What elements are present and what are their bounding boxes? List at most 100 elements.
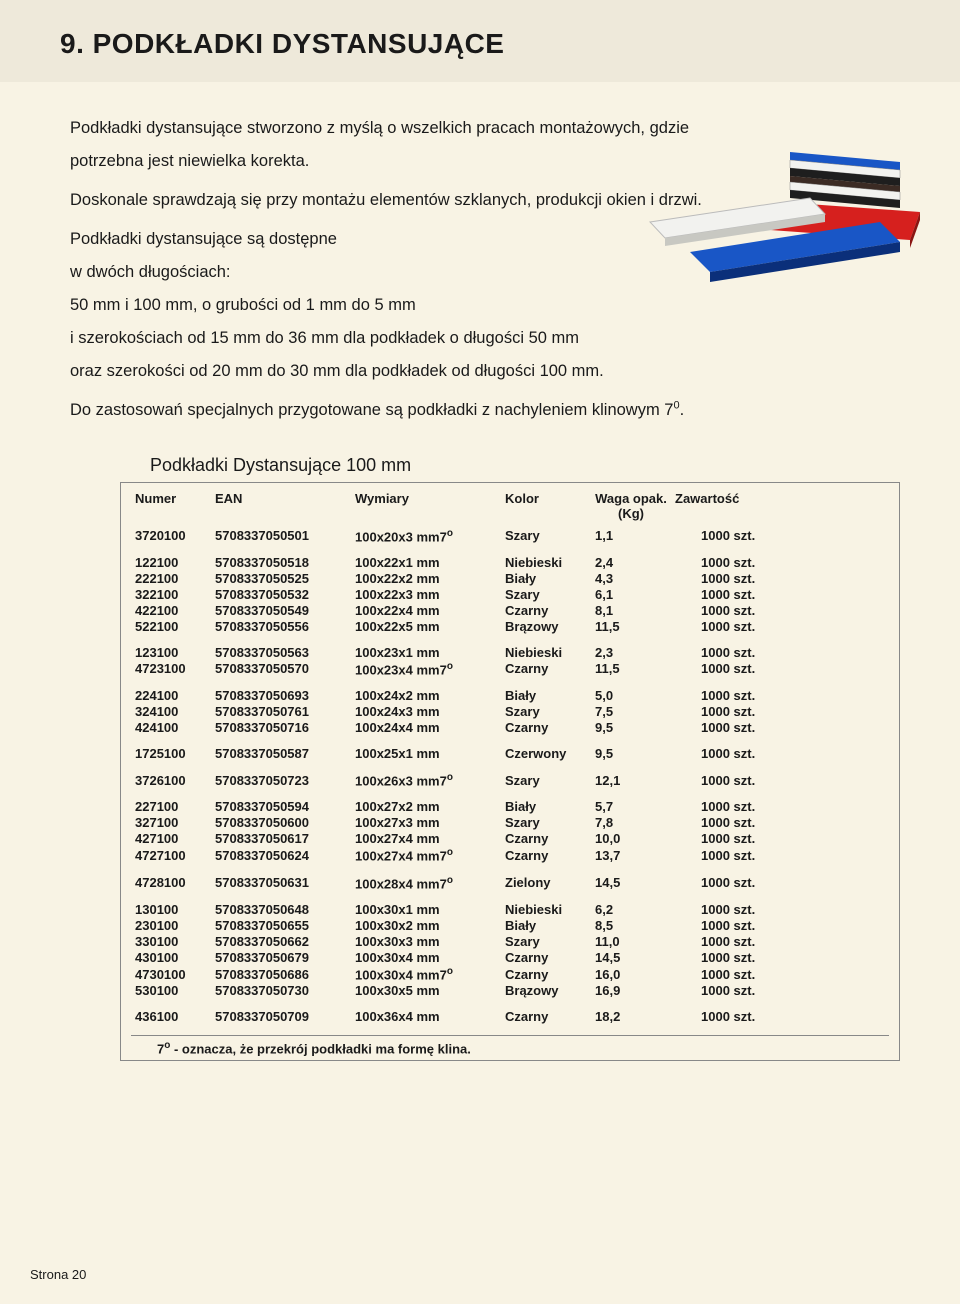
cell-numer: 430100: [131, 950, 211, 966]
cell-waga: 18,2: [591, 1009, 671, 1025]
cell-ean: 5708337050709: [211, 1009, 351, 1025]
table-row: 3241005708337050761100x24x3 mmSzary7,510…: [131, 704, 889, 720]
cell-wymiary: 100x22x4 mm: [351, 602, 501, 618]
cell-numer: 422100: [131, 602, 211, 618]
cell-zawartosc: 1000 szt.: [671, 618, 889, 634]
cell-kolor: Czerwony: [501, 746, 591, 762]
table-row: 37261005708337050723100x26x3 mm7oSzary12…: [131, 772, 889, 789]
cell-numer: 122100: [131, 554, 211, 570]
cell-numer: 222100: [131, 570, 211, 586]
table-row: 1231005708337050563100x23x1 mmNiebieski2…: [131, 644, 889, 660]
cell-waga: 5,7: [591, 799, 671, 815]
cell-zawartosc: 1000 szt.: [671, 950, 889, 966]
cell-ean: 5708337050761: [211, 704, 351, 720]
cell-ean: 5708337050556: [211, 618, 351, 634]
cell-ean: 5708337050730: [211, 983, 351, 999]
cell-waga: 11,5: [591, 660, 671, 677]
cell-wymiary: 100x22x1 mm: [351, 554, 501, 570]
table-row: 4361005708337050709100x36x4 mmCzarny18,2…: [131, 1009, 889, 1025]
row-gap: [131, 999, 889, 1009]
cell-numer: 230100: [131, 918, 211, 934]
cell-numer: 4727100: [131, 847, 211, 864]
cell-numer: 427100: [131, 831, 211, 847]
row-gap: [131, 789, 889, 799]
cell-waga: 16,9: [591, 983, 671, 999]
cell-numer: 522100: [131, 618, 211, 634]
cell-ean: 5708337050501: [211, 527, 351, 544]
table-row: 47301005708337050686100x30x4 mm7oCzarny1…: [131, 966, 889, 983]
row-gap: [131, 634, 889, 644]
cell-ean: 5708337050662: [211, 934, 351, 950]
cell-wymiary: 100x22x5 mm: [351, 618, 501, 634]
intro-paragraph-2: Doskonale sprawdzają się przy montażu el…: [70, 184, 710, 217]
cell-kolor: Niebieski: [501, 644, 591, 660]
cell-numer: 3726100: [131, 772, 211, 789]
cell-waga: 2,4: [591, 554, 671, 570]
cell-numer: 330100: [131, 934, 211, 950]
cell-ean: 5708337050549: [211, 602, 351, 618]
cell-zawartosc: 1000 szt.: [671, 554, 889, 570]
cell-ean: 5708337050600: [211, 815, 351, 831]
cell-wymiary: 100x27x4 mm7o: [351, 847, 501, 864]
cell-wymiary: 100x27x2 mm: [351, 799, 501, 815]
table-row: 47271005708337050624100x27x4 mm7oCzarny1…: [131, 847, 889, 864]
cell-wymiary: 100x27x3 mm: [351, 815, 501, 831]
cell-kolor: Szary: [501, 586, 591, 602]
cell-numer: 4730100: [131, 966, 211, 983]
cell-wymiary: 100x30x1 mm: [351, 902, 501, 918]
table-row: 2301005708337050655100x30x2 mmBiały8,510…: [131, 918, 889, 934]
cell-wymiary: 100x25x1 mm: [351, 746, 501, 762]
cell-zawartosc: 1000 szt.: [671, 902, 889, 918]
cell-numer: 322100: [131, 586, 211, 602]
cell-ean: 5708337050532: [211, 586, 351, 602]
cell-ean: 5708337050679: [211, 950, 351, 966]
header-band: 9. PODKŁADKI DYSTANSUJĄCE: [0, 0, 960, 82]
cell-ean: 5708337050648: [211, 902, 351, 918]
cell-ean: 5708337050624: [211, 847, 351, 864]
intro-paragraph-1: Podkładki dystansujące stworzono z myślą…: [70, 112, 710, 178]
cell-wymiary: 100x23x4 mm7o: [351, 660, 501, 677]
intro-paragraph-3: Podkładki dystansujące są dostępne w dwó…: [70, 223, 710, 388]
row-gap: [131, 678, 889, 688]
cell-ean: 5708337050587: [211, 746, 351, 762]
table-row: 47231005708337050570100x23x4 mm7oCzarny1…: [131, 660, 889, 677]
cell-numer: 436100: [131, 1009, 211, 1025]
cell-zawartosc: 1000 szt.: [671, 831, 889, 847]
row-gap: [131, 762, 889, 772]
table-row: 3221005708337050532100x22x3 mmSzary6,110…: [131, 586, 889, 602]
cell-zawartosc: 1000 szt.: [671, 815, 889, 831]
cell-zawartosc: 1000 szt.: [671, 746, 889, 762]
cell-kolor: Szary: [501, 815, 591, 831]
cell-wymiary: 100x24x4 mm: [351, 720, 501, 736]
table-row: 37201005708337050501100x20x3 mm7oSzary1,…: [131, 527, 889, 544]
cell-zawartosc: 1000 szt.: [671, 660, 889, 677]
cell-kolor: Biały: [501, 570, 591, 586]
table-row: 2241005708337050693100x24x2 mmBiały5,010…: [131, 688, 889, 704]
cell-numer: 4723100: [131, 660, 211, 677]
cell-wymiary: 100x24x2 mm: [351, 688, 501, 704]
cell-kolor: Biały: [501, 688, 591, 704]
cell-ean: 5708337050525: [211, 570, 351, 586]
cell-numer: 327100: [131, 815, 211, 831]
cell-wymiary: 100x30x4 mm7o: [351, 966, 501, 983]
table-row: 3301005708337050662100x30x3 mmSzary11,01…: [131, 934, 889, 950]
col-header-numer: Numer: [131, 489, 211, 527]
data-table: Numer EAN Wymiary Kolor Waga opak. (Kg) …: [131, 489, 889, 1025]
table-row: 5301005708337050730100x30x5 mmBrązowy16,…: [131, 983, 889, 999]
cell-numer: 224100: [131, 688, 211, 704]
cell-waga: 13,7: [591, 847, 671, 864]
cell-kolor: Czarny: [501, 950, 591, 966]
cell-wymiary: 100x30x2 mm: [351, 918, 501, 934]
cell-ean: 5708337050686: [211, 966, 351, 983]
cell-ean: 5708337050655: [211, 918, 351, 934]
cell-numer: 3720100: [131, 527, 211, 544]
cell-ean: 5708337050563: [211, 644, 351, 660]
cell-waga: 6,2: [591, 902, 671, 918]
table-row: 2271005708337050594100x27x2 mmBiały5,710…: [131, 799, 889, 815]
cell-ean: 5708337050723: [211, 772, 351, 789]
cell-waga: 12,1: [591, 772, 671, 789]
cell-ean: 5708337050693: [211, 688, 351, 704]
table-row: 47281005708337050631100x28x4 mm7oZielony…: [131, 874, 889, 891]
cell-numer: 4728100: [131, 874, 211, 891]
table-header-row: Numer EAN Wymiary Kolor Waga opak. (Kg) …: [131, 489, 889, 527]
